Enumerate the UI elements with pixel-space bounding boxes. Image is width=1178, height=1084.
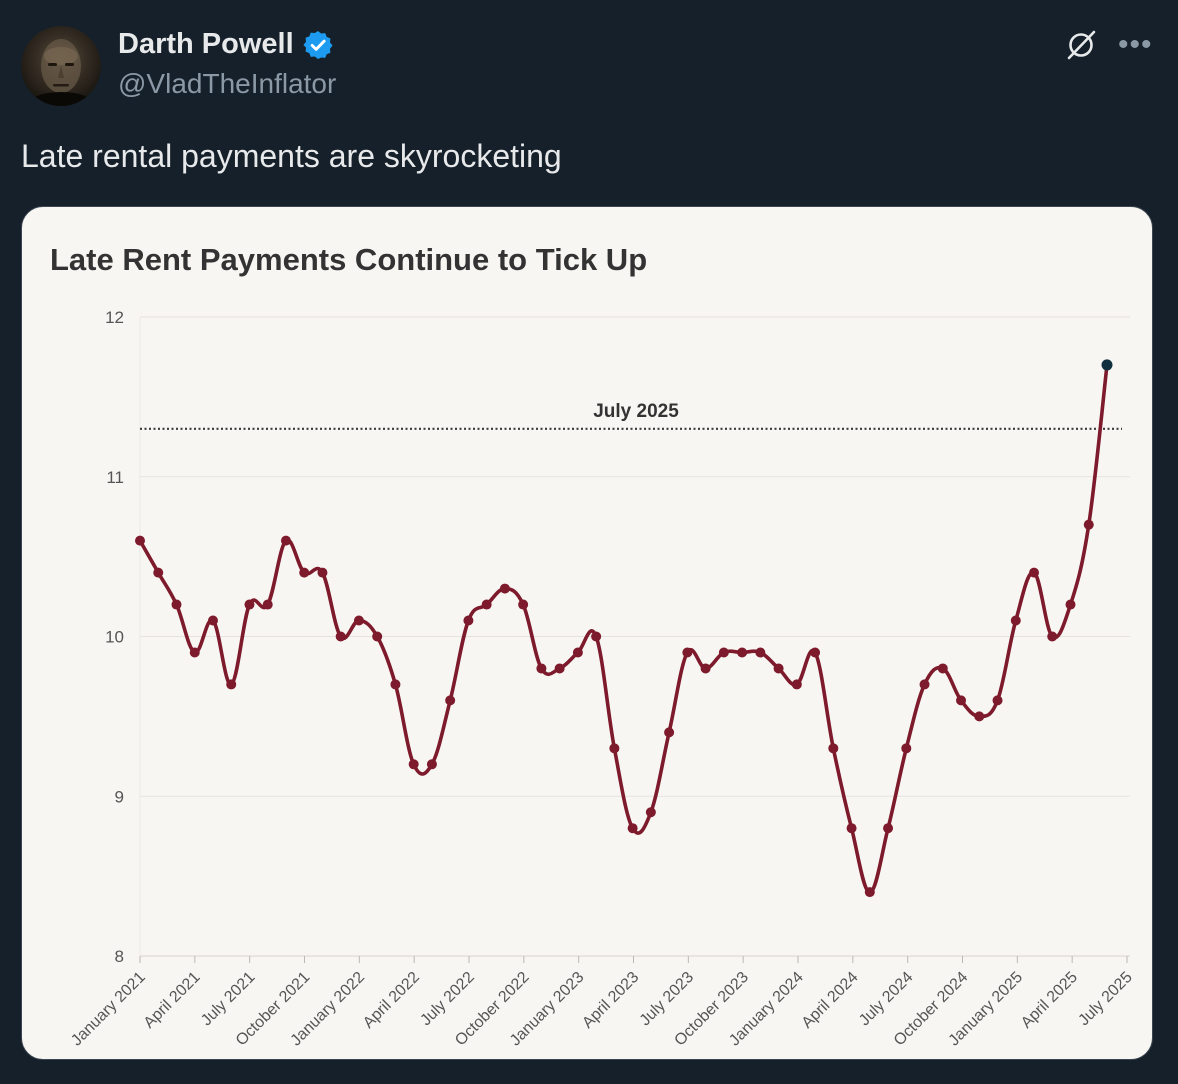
- data-point: [755, 647, 766, 658]
- data-point: [317, 567, 328, 578]
- series-line: [138, 363, 1109, 894]
- data-point: [737, 647, 748, 658]
- data-point: [1029, 567, 1040, 578]
- author-handle[interactable]: @VladTheInflator: [118, 68, 337, 99]
- data-point: [390, 679, 401, 690]
- reference-line-label: July 2025: [593, 401, 679, 422]
- data-point: [299, 567, 310, 578]
- x-tick-label: April 2024: [799, 969, 862, 1032]
- data-point: [153, 567, 164, 578]
- data-point: [591, 631, 602, 642]
- more-options-icon[interactable]: •••: [1118, 28, 1153, 61]
- author-name-row[interactable]: Darth Powell: [118, 28, 334, 61]
- data-point: [262, 599, 273, 610]
- chart-title: Late Rent Payments Continue to Tick Up: [50, 242, 647, 277]
- author-avatar[interactable]: [21, 26, 101, 106]
- data-point: [919, 679, 930, 690]
- data-point: [700, 663, 711, 674]
- data-point: [974, 711, 985, 722]
- data-point: [883, 823, 894, 834]
- x-tick-label: April 2023: [579, 969, 642, 1032]
- y-tick-label: 11: [106, 468, 124, 487]
- data-point: [171, 599, 182, 610]
- data-point: [864, 887, 875, 898]
- data-point: [718, 647, 729, 658]
- data-point: [135, 535, 145, 546]
- data-point: [572, 647, 583, 658]
- grok-icon[interactable]: [1064, 28, 1098, 62]
- data-point: [536, 663, 547, 674]
- x-tick-label: January 2021: [68, 969, 149, 1050]
- tweet-text: Late rental payments are skyrocketing: [21, 138, 562, 174]
- y-tick-label: 12: [105, 308, 124, 327]
- data-point: [956, 695, 967, 706]
- data-point: [207, 615, 218, 626]
- data-point: [445, 695, 456, 706]
- y-tick-label: 10: [105, 628, 124, 647]
- data-point: [518, 599, 529, 610]
- x-tick-label: April 2022: [360, 969, 423, 1032]
- line-chart: Late Rent Payments Continue to Tick Up 8…: [50, 242, 1136, 1050]
- data-point: [1047, 631, 1058, 642]
- data-point: [335, 631, 346, 642]
- data-point: [499, 583, 510, 594]
- data-point: [682, 647, 693, 658]
- data-point: [244, 599, 255, 610]
- data-point: [226, 679, 237, 690]
- data-point: [810, 647, 821, 658]
- x-tick-label: April 2025: [1018, 969, 1081, 1032]
- y-tick-label: 8: [115, 947, 124, 966]
- data-point: [280, 535, 291, 546]
- data-point: [1083, 519, 1094, 530]
- data-point: [664, 727, 675, 738]
- data-point: [408, 759, 419, 770]
- data-point: [627, 823, 638, 834]
- data-point: [773, 663, 784, 674]
- data-point: [609, 743, 620, 754]
- reference-line-group: July 2025: [140, 401, 1122, 430]
- data-point: [372, 631, 383, 642]
- data-point: [189, 647, 200, 658]
- data-point: [645, 807, 656, 818]
- data-point: [937, 663, 948, 674]
- tweet-media-chart[interactable]: Late Rent Payments Continue to Tick Up 8…: [21, 206, 1153, 1060]
- data-point: [353, 615, 364, 626]
- data-series: [135, 359, 1113, 898]
- x-tick-label: July 2025: [1075, 969, 1136, 1030]
- data-point: [1065, 599, 1076, 610]
- verified-badge-icon: [303, 30, 333, 59]
- data-point: [901, 743, 912, 754]
- data-point: [992, 695, 1003, 706]
- data-point: [481, 599, 492, 610]
- data-point: [463, 615, 474, 626]
- data-point: [1101, 359, 1113, 371]
- x-tick-label: April 2021: [141, 969, 204, 1032]
- data-point: [791, 679, 802, 690]
- avatar-photo-icon: [31, 39, 91, 106]
- data-point: [1010, 615, 1021, 626]
- data-point: [554, 663, 565, 674]
- data-point: [426, 759, 437, 770]
- author-name[interactable]: Darth Powell: [118, 28, 294, 60]
- y-tick-label: 9: [115, 787, 124, 806]
- y-axis-ticks: 8 9 10 11 12: [105, 308, 124, 966]
- data-point: [828, 743, 839, 754]
- data-point: [846, 823, 857, 834]
